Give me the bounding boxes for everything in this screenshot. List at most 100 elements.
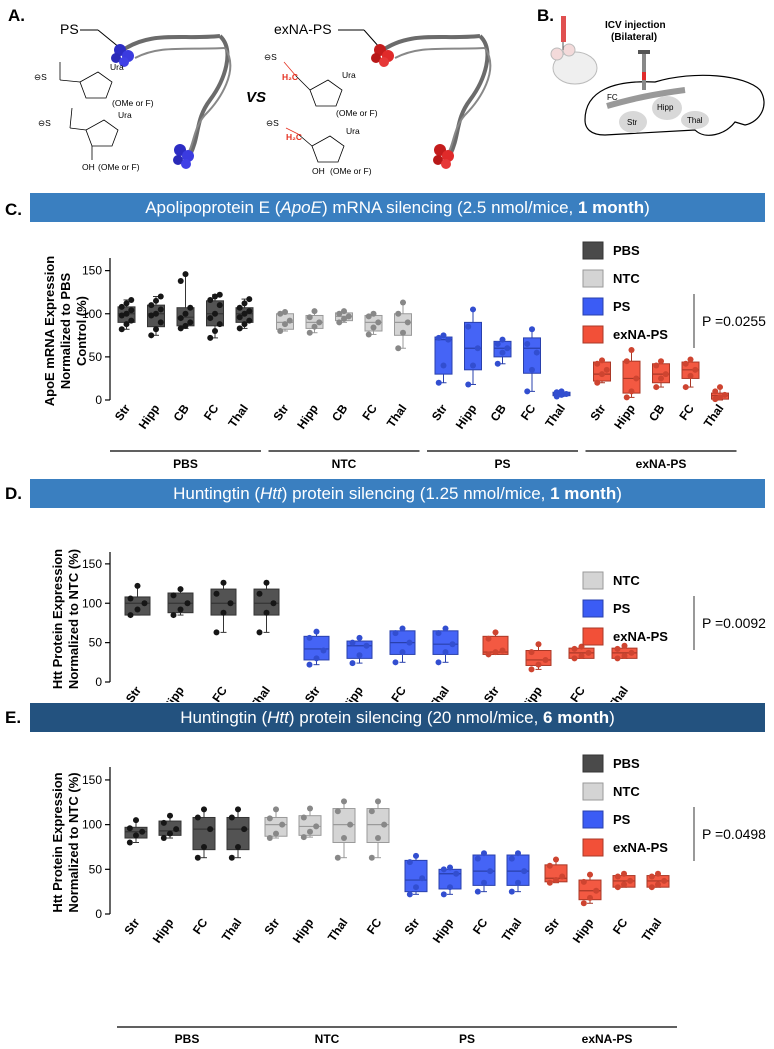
banner-d-mid: ) protein silencing (1.25 nmol/mice, [281, 484, 551, 503]
data-point [167, 830, 173, 837]
exna-h2c-2: H₂C [286, 132, 302, 142]
data-point [216, 291, 223, 298]
data-point [474, 345, 481, 352]
legend-swatch-exNA-PS [582, 627, 604, 646]
ps-ura-1: Ura [110, 62, 124, 72]
x-tick-label: Thal [225, 402, 251, 430]
data-point [273, 830, 279, 837]
exna-s-minus-1: ⊖S [264, 52, 277, 62]
data-point [177, 586, 184, 593]
legend-label-PS: PS [613, 601, 631, 616]
panel-letter-b: B. [537, 6, 554, 25]
data-point [216, 302, 223, 309]
data-point [128, 296, 135, 303]
data-point [453, 870, 460, 877]
legend-swatch-PS [582, 297, 604, 316]
x-tick-label: Str [587, 401, 608, 423]
mouse-icon [550, 16, 598, 85]
data-point [128, 307, 135, 314]
data-point [307, 805, 313, 812]
data-point [440, 891, 447, 898]
data-point [717, 384, 723, 391]
data-point [404, 319, 411, 326]
y-tick-label: 150 [82, 557, 102, 571]
data-point [306, 329, 313, 336]
data-point [160, 819, 167, 826]
x-tick-label: Hipp [339, 684, 366, 702]
data-point [470, 306, 476, 313]
data-point [241, 300, 248, 307]
y-tick-label: 50 [89, 636, 103, 650]
data-point [585, 649, 592, 656]
group-label: exNA-PS [636, 457, 687, 471]
data-point [400, 299, 406, 306]
legend-label-NTC: NTC [613, 271, 640, 286]
banner-c-pre: Apolipoprotein E ( [145, 198, 281, 217]
data-point [320, 647, 327, 654]
legend-label-PBS: PBS [613, 243, 640, 258]
x-tick-label: CB [171, 401, 193, 424]
data-point [662, 371, 669, 378]
legend-label-NTC: NTC [613, 784, 640, 799]
y-tick-label: 150 [82, 264, 102, 278]
data-point [184, 600, 191, 607]
data-point [594, 360, 601, 367]
ps-s-minus-2: ⊖S [38, 118, 51, 128]
x-tick-label: Str [123, 683, 144, 702]
data-point [349, 639, 356, 646]
exna-ura-2: Ura [346, 126, 360, 136]
x-tick-label: Str [541, 915, 562, 937]
helix-exna [378, 34, 492, 159]
p-value-label: P =0.0498 [702, 826, 766, 842]
data-point [375, 319, 382, 326]
group-label: PS [459, 1032, 475, 1046]
data-point [228, 814, 235, 821]
data-point [227, 600, 234, 607]
banner-c-post: ) [644, 198, 650, 217]
data-point [313, 823, 320, 830]
data-point [246, 308, 253, 315]
data-point [449, 641, 456, 648]
data-point [481, 879, 487, 886]
data-point [445, 336, 452, 343]
data-point [118, 303, 125, 310]
data-point [368, 808, 375, 815]
data-point [236, 314, 243, 321]
data-point [535, 661, 542, 668]
data-point [170, 592, 177, 599]
ps-ome-1: (OMe or F) [112, 98, 154, 108]
x-tick-label: Thal [639, 916, 665, 944]
str-region [619, 111, 647, 133]
data-point [435, 630, 442, 637]
chart-panel-e: 0 50 100 150 Htt Protein Expression Normalize… [50, 754, 766, 1046]
banner-e-gene: Htt [267, 708, 289, 727]
data-point [341, 798, 347, 805]
icv-sublabel: (Bilateral) [611, 32, 657, 43]
data-point [300, 834, 307, 841]
data-point [334, 808, 341, 815]
exna-backbone-structure [283, 61, 345, 163]
data-point [435, 334, 442, 341]
box-PS-Str [404, 859, 428, 893]
data-point [628, 388, 635, 395]
data-point [499, 349, 506, 356]
legend-label-PBS: PBS [613, 756, 640, 771]
data-point [341, 308, 347, 315]
x-tick-label: FC [364, 915, 385, 936]
panel-letter-d: D. [5, 484, 22, 503]
data-point [282, 309, 288, 316]
panel-b-brain-schematic: ICV injection (Bilateral) FC Hipp Str Th… [550, 16, 765, 136]
y-tick-label: 50 [89, 862, 103, 876]
x-tick-label: Thal [384, 402, 410, 430]
data-point [633, 375, 640, 382]
data-point [599, 357, 605, 364]
data-point [133, 817, 139, 824]
data-point [524, 340, 531, 347]
exna-ome-2: (OMe or F) [330, 166, 372, 176]
data-point [266, 815, 273, 822]
data-point [381, 821, 388, 828]
x-tick-label: FC [388, 683, 409, 702]
x-tick-label: FC [359, 401, 380, 422]
data-point [465, 381, 472, 388]
data-point [148, 312, 155, 319]
